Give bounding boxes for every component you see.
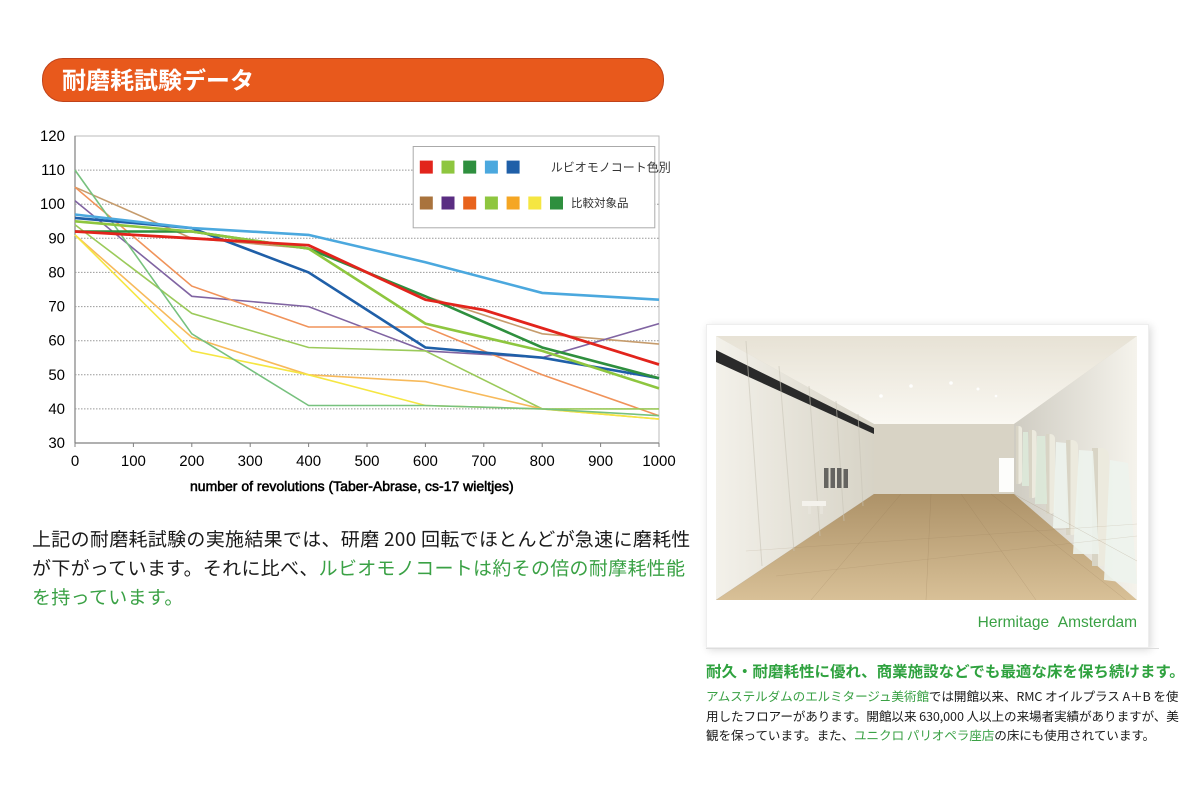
svg-text:100: 100 [121,453,146,470]
svg-text:900: 900 [588,453,613,470]
svg-text:30: 30 [48,435,65,452]
svg-text:比較対象品: 比較対象品 [571,196,629,210]
svg-text:700: 700 [471,453,496,470]
svg-text:1000: 1000 [642,453,675,470]
svg-text:60: 60 [48,333,65,350]
svg-text:50: 50 [48,367,65,384]
svg-text:90: 90 [48,230,65,247]
svg-text:100: 100 [40,196,65,213]
svg-text:ルビオモノコート色別: ルビオモノコート色別 [551,161,671,175]
svg-text:110: 110 [41,162,65,179]
svg-text:120: 120 [40,130,65,145]
svg-text:40: 40 [48,401,65,418]
svg-text:70: 70 [48,299,65,316]
svg-text:80: 80 [48,264,65,281]
svg-text:800: 800 [530,453,555,470]
svg-text:600: 600 [413,453,438,470]
svg-text:300: 300 [238,453,263,470]
svg-text:500: 500 [354,453,379,470]
svg-text:0: 0 [71,453,79,470]
svg-text:400: 400 [296,453,321,470]
svg-text:200: 200 [179,453,204,470]
